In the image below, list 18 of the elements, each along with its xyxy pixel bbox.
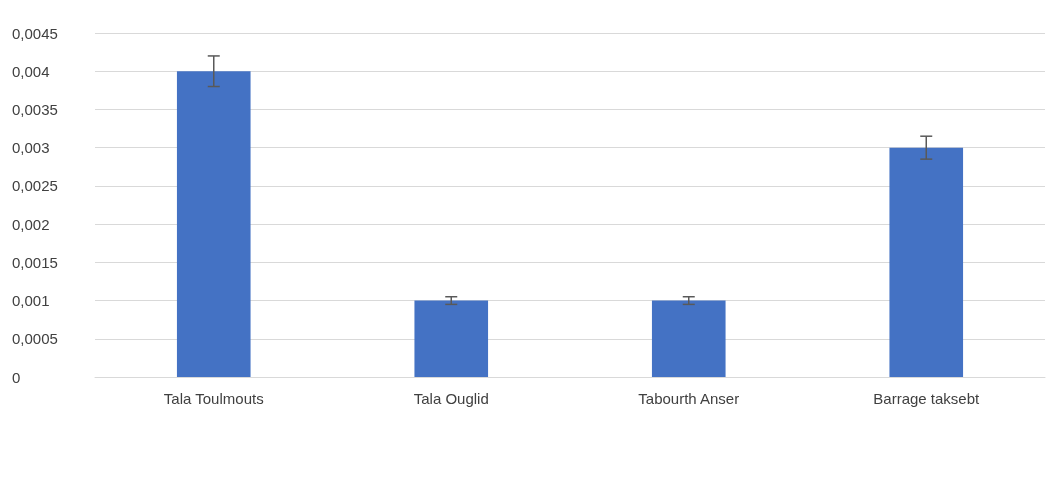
bar	[889, 147, 964, 377]
y-tick-label: 0,001	[12, 292, 50, 310]
bar	[651, 300, 726, 377]
y-tick-label: 0,0005	[12, 330, 58, 348]
y-tick-label: 0,0025	[12, 177, 58, 195]
y-tick-label: 0,002	[12, 215, 50, 233]
x-tick-label: Barrage taksebt	[873, 390, 981, 407]
bar	[176, 71, 251, 377]
y-tick-label: 0,0035	[12, 100, 58, 118]
x-tick-label: Tabourth Anser	[638, 390, 740, 407]
bar	[414, 300, 489, 377]
x-tick-label: Tala Ouglid	[413, 390, 489, 407]
y-tick-label: 0,004	[12, 62, 50, 80]
y-tick-label: 0,0015	[12, 253, 58, 271]
y-tick-label: 0,003	[12, 139, 50, 157]
x-tick-label: Tala Toulmouts	[163, 390, 264, 407]
y-tick-label: 0	[12, 368, 21, 386]
y-tick-label: 0,0045	[12, 24, 58, 42]
